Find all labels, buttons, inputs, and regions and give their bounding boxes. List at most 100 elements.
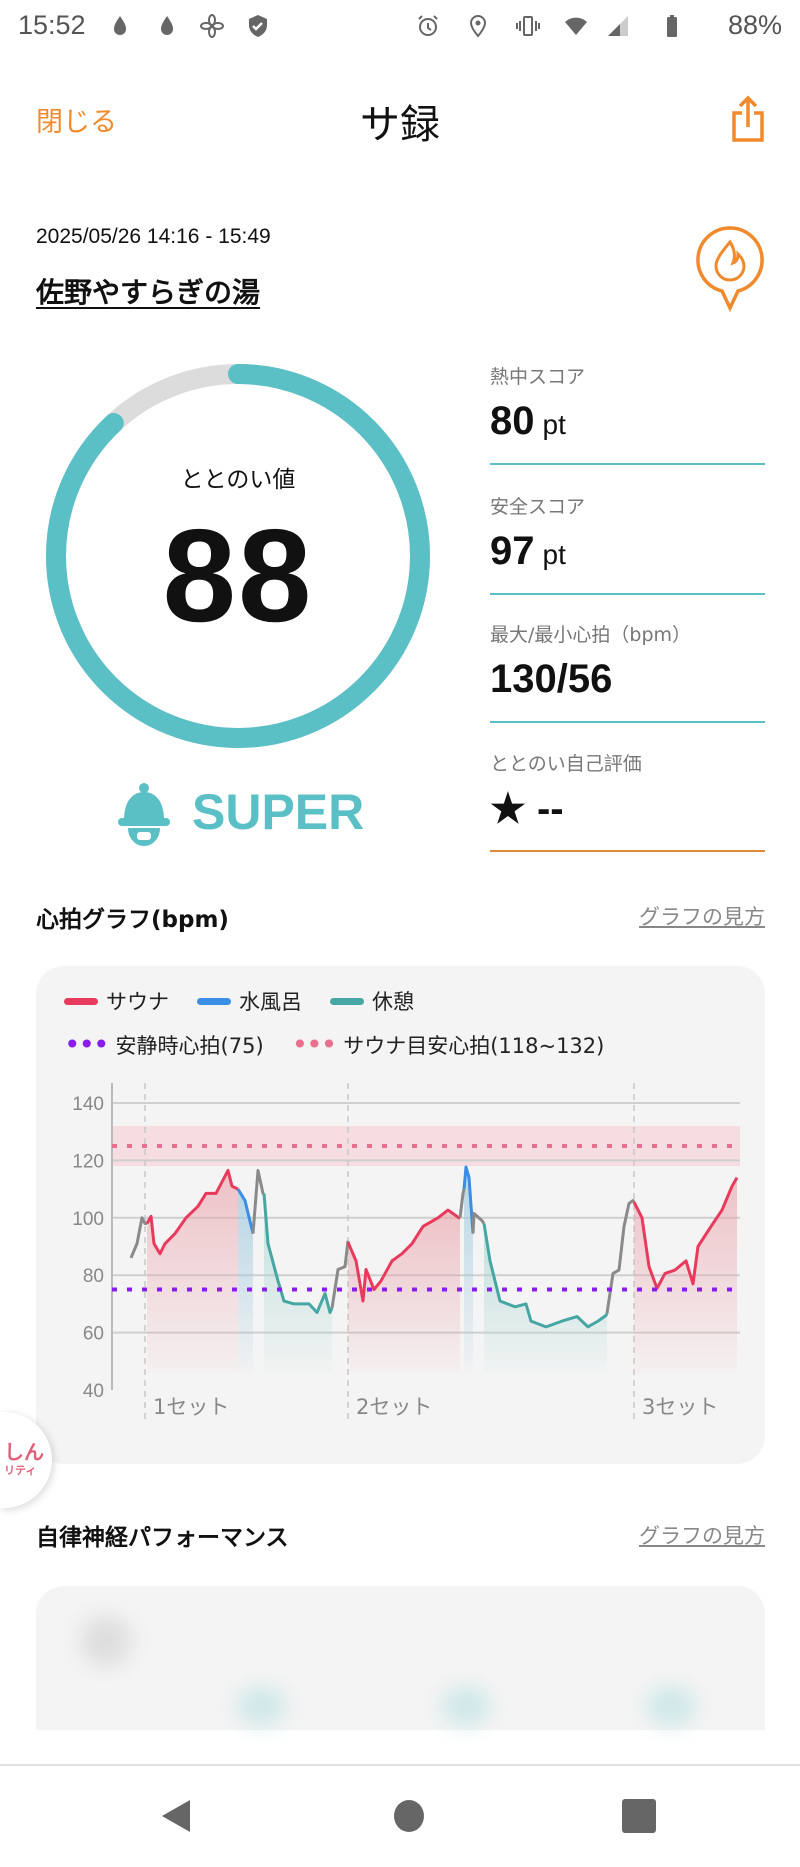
hr-line-sauna — [632, 1176, 739, 1290]
hr-line-other — [605, 1199, 636, 1314]
back-icon[interactable] — [160, 1798, 192, 1834]
totonoi-rank: SUPER — [192, 784, 365, 840]
stat-heat-score: 熱中スコア 80 pt — [490, 362, 765, 465]
share-icon[interactable] — [730, 95, 766, 143]
shield-check-icon — [249, 15, 267, 37]
hr-line-cold — [236, 1188, 255, 1234]
set-label: 2セット — [356, 1395, 432, 1419]
area-rest — [264, 1193, 332, 1373]
signal-icon — [608, 16, 628, 36]
legend-label: 水風呂 — [239, 990, 302, 1014]
blurred-chart — [646, 1686, 696, 1726]
battery-percent: 88% — [727, 10, 782, 40]
fire-pin-icon[interactable] — [694, 224, 766, 312]
area-sauna — [634, 1177, 737, 1373]
hr-line-cold — [462, 1165, 475, 1234]
totonoi-value: 88 — [162, 502, 314, 649]
set-label: 1セット — [153, 1395, 229, 1419]
stat-label: 安全スコア — [490, 496, 586, 518]
alarm-icon — [418, 15, 438, 36]
y-tick-label: 60 — [83, 1324, 104, 1345]
stat-unit: pt — [542, 539, 566, 570]
divider — [490, 463, 765, 465]
wifi-icon — [565, 17, 587, 35]
location-icon — [469, 14, 487, 38]
gauge-fill — [46, 364, 430, 748]
close-button[interactable]: 閉じる — [36, 107, 117, 138]
y-tick-label: 140 — [72, 1094, 104, 1115]
area-sauna — [147, 1170, 238, 1373]
stat-label: 熱中スコア — [490, 366, 586, 388]
ans-howto-link[interactable]: グラフの見方 — [639, 1524, 765, 1548]
hr-line-sauna — [346, 1208, 461, 1303]
vibrate-icon — [516, 16, 540, 36]
battery-icon — [667, 15, 677, 37]
bell-helmet-icon — [118, 783, 170, 846]
stat-value: 80 — [490, 399, 535, 443]
legend-swatch-resting: ••• — [64, 1028, 110, 1061]
y-tick-label: 40 — [83, 1381, 104, 1402]
legend-swatch-sauna — [64, 997, 98, 1005]
hr-line-other — [330, 1240, 350, 1309]
hr-line-other — [458, 1188, 466, 1218]
hr-line-other — [129, 1216, 147, 1259]
badge-text: リティ — [4, 1464, 37, 1477]
drop-icon — [114, 16, 126, 35]
stat-safety-score: 安全スコア 97 pt — [490, 492, 765, 595]
legend-row: ••• 安静時心拍(75) ••• サウナ目安心拍(118~132) — [64, 1030, 604, 1060]
legend-row: サウナ 水風呂 休憩 — [64, 986, 414, 1016]
session-datetime: 2025/05/26 14:16 - 15:49 — [36, 225, 271, 248]
area-sauna — [348, 1210, 460, 1373]
divider — [490, 850, 765, 852]
hr-chart-card: サウナ 水風呂 休憩 ••• 安静時心拍(75) ••• サウナ目安心拍(118~1… — [36, 966, 765, 1464]
recents-icon[interactable] — [622, 1799, 656, 1833]
y-tick-label: 100 — [72, 1209, 104, 1230]
area-cold — [238, 1189, 253, 1373]
stat-label: 最大/最小心拍（bpm） — [490, 624, 692, 646]
ans-chart-card — [36, 1586, 765, 1730]
legend-label: サウナ目安心拍(118~132) — [343, 1034, 605, 1058]
divider — [490, 593, 765, 595]
blurred-chart — [441, 1686, 491, 1726]
page-title: サ録 — [360, 102, 440, 148]
y-tick-label: 80 — [83, 1266, 104, 1287]
legend-swatch-rest — [330, 997, 364, 1005]
home-icon[interactable] — [394, 1800, 424, 1832]
stat-self-rating[interactable]: ととのい自己評価 ★ -- — [490, 749, 765, 852]
legend-label: 安静時心拍(75) — [115, 1034, 264, 1058]
status-bar: 15:52 88% — [0, 0, 800, 60]
stat-value: 97 — [490, 529, 535, 573]
legend-swatch-cold — [197, 997, 231, 1005]
blurred-chart — [236, 1686, 286, 1726]
stat-unit: pt — [542, 409, 566, 440]
stat-value: 130/56 — [490, 657, 613, 701]
hr-howto-link[interactable]: グラフの見方 — [639, 905, 765, 929]
badge-text: しん — [4, 1440, 44, 1464]
hr-line-sauna — [145, 1168, 239, 1256]
hr-line-other — [251, 1168, 265, 1234]
legend-label: 休憩 — [372, 990, 414, 1014]
legend-swatch-target: ••• — [291, 1028, 338, 1061]
drop-icon — [161, 16, 173, 35]
y-tick-label: 120 — [72, 1151, 104, 1172]
stat-max-min-hr: 最大/最小心拍（bpm） 130/56 — [490, 620, 765, 723]
totonoi-label: ととのい値 — [180, 467, 296, 493]
divider — [490, 721, 765, 723]
ans-section-title: 自律神経パフォーマンス — [36, 1525, 289, 1551]
area-rest — [484, 1223, 607, 1373]
hr-line-other — [471, 1211, 486, 1234]
system-nav-bar — [0, 1764, 800, 1867]
hr-line-rest — [482, 1223, 609, 1329]
stat-label: ととのい自己評価 — [490, 753, 642, 775]
totonoi-gauge — [46, 364, 430, 748]
set-label: 3セット — [642, 1395, 718, 1419]
hr-chart: 140 120 100 80 60 40 1セット 2セット 3セット — [72, 1083, 740, 1420]
legend-label: サウナ — [106, 990, 169, 1014]
self-rating-value[interactable]: ★ -- — [490, 787, 564, 831]
blurred-chart — [81, 1616, 131, 1666]
fan-icon — [200, 14, 224, 38]
status-time: 15:52 — [18, 10, 86, 40]
hr-section-title: 心拍グラフ(bpm) — [36, 907, 229, 933]
venue-link[interactable]: 佐野やすらぎの湯 — [36, 276, 261, 309]
hr-line-rest — [262, 1193, 334, 1315]
